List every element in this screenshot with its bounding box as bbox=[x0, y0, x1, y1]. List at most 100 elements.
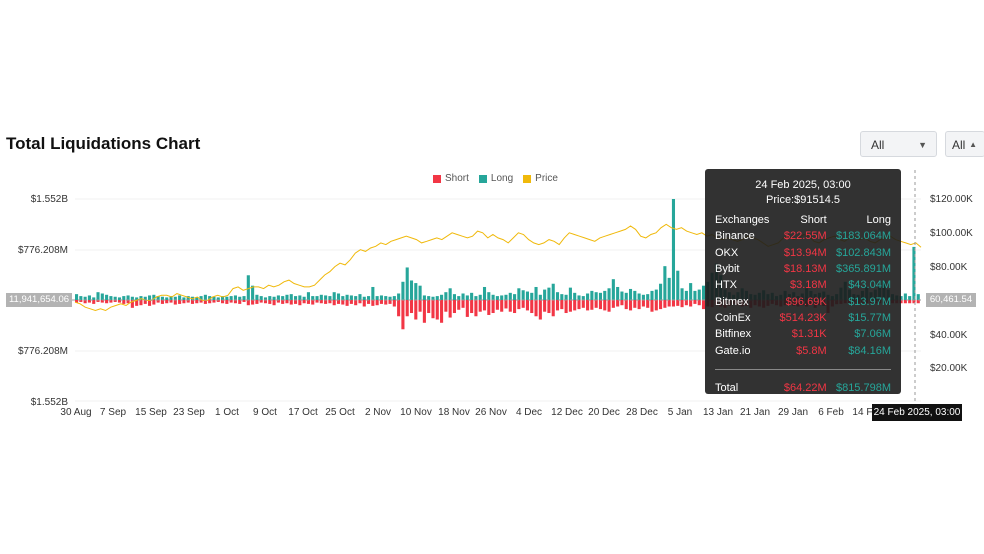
long-bar[interactable] bbox=[525, 291, 529, 300]
long-bar[interactable] bbox=[332, 292, 336, 300]
short-bar[interactable] bbox=[225, 300, 229, 304]
short-bar[interactable] bbox=[525, 300, 529, 311]
short-bar[interactable] bbox=[607, 300, 611, 312]
short-bar[interactable] bbox=[650, 300, 654, 312]
short-bar[interactable] bbox=[414, 300, 418, 320]
long-bar[interactable] bbox=[229, 296, 233, 300]
long-bar[interactable] bbox=[435, 296, 439, 300]
short-bar[interactable] bbox=[899, 300, 903, 304]
short-bar[interactable] bbox=[379, 300, 383, 304]
long-bar[interactable] bbox=[603, 290, 607, 300]
long-bar[interactable] bbox=[641, 294, 645, 300]
long-bar[interactable] bbox=[611, 279, 615, 300]
short-bar[interactable] bbox=[659, 300, 663, 310]
long-bar[interactable] bbox=[268, 296, 272, 300]
long-bar[interactable] bbox=[637, 293, 641, 300]
long-bar[interactable] bbox=[397, 293, 401, 300]
short-bar[interactable] bbox=[491, 300, 495, 314]
long-bar[interactable] bbox=[513, 294, 517, 300]
long-bar[interactable] bbox=[680, 288, 684, 300]
short-bar[interactable] bbox=[328, 300, 332, 304]
long-bar[interactable] bbox=[358, 294, 362, 300]
short-bar[interactable] bbox=[500, 300, 504, 312]
long-bar[interactable] bbox=[628, 288, 633, 300]
short-bar[interactable] bbox=[349, 300, 353, 304]
short-bar[interactable] bbox=[435, 300, 439, 320]
short-bar[interactable] bbox=[259, 300, 263, 303]
short-bar[interactable] bbox=[422, 300, 426, 323]
long-bar[interactable] bbox=[388, 296, 392, 300]
long-bar[interactable] bbox=[311, 296, 315, 300]
long-bar[interactable] bbox=[551, 283, 555, 300]
short-bar[interactable] bbox=[135, 300, 139, 306]
long-bar[interactable] bbox=[418, 285, 422, 300]
short-bar[interactable] bbox=[440, 300, 444, 323]
short-bar[interactable] bbox=[611, 300, 615, 308]
long-bar[interactable] bbox=[298, 295, 302, 300]
short-bar[interactable] bbox=[654, 300, 658, 311]
short-bar[interactable] bbox=[302, 300, 306, 304]
short-bar[interactable] bbox=[431, 300, 435, 319]
short-bar[interactable] bbox=[375, 300, 379, 306]
short-bar[interactable] bbox=[332, 300, 336, 306]
long-bar[interactable] bbox=[427, 296, 431, 300]
long-bar[interactable] bbox=[79, 296, 83, 300]
short-bar[interactable] bbox=[912, 300, 916, 304]
short-bar[interactable] bbox=[495, 300, 499, 310]
long-bar[interactable] bbox=[336, 293, 341, 300]
short-bar[interactable] bbox=[272, 300, 276, 306]
short-bar[interactable] bbox=[616, 300, 620, 307]
long-bar[interactable] bbox=[285, 294, 289, 300]
long-bar[interactable] bbox=[414, 283, 418, 300]
short-bar[interactable] bbox=[294, 300, 298, 304]
short-bar[interactable] bbox=[392, 300, 396, 307]
long-bar[interactable] bbox=[135, 297, 139, 300]
short-bar[interactable] bbox=[298, 300, 302, 306]
long-bar[interactable] bbox=[405, 267, 409, 300]
long-bar[interactable] bbox=[379, 295, 383, 300]
long-bar[interactable] bbox=[667, 277, 671, 300]
short-bar[interactable] bbox=[324, 300, 328, 304]
short-bar[interactable] bbox=[75, 300, 79, 303]
long-bar[interactable] bbox=[452, 294, 456, 300]
short-bar[interactable] bbox=[251, 300, 255, 305]
long-bar[interactable] bbox=[616, 286, 620, 300]
short-bar[interactable] bbox=[186, 300, 190, 303]
short-bar[interactable] bbox=[311, 300, 315, 305]
long-bar[interactable] bbox=[457, 296, 461, 300]
long-bar[interactable] bbox=[659, 283, 663, 300]
long-bar[interactable] bbox=[409, 280, 414, 300]
long-bar[interactable] bbox=[646, 294, 650, 300]
short-bar[interactable] bbox=[87, 300, 91, 303]
long-bar[interactable] bbox=[650, 290, 654, 300]
short-bar[interactable] bbox=[418, 300, 422, 312]
long-bar[interactable] bbox=[143, 296, 147, 300]
long-bar[interactable] bbox=[203, 294, 207, 300]
short-bar[interactable] bbox=[169, 300, 173, 303]
long-bar[interactable] bbox=[139, 296, 143, 300]
long-bar[interactable] bbox=[324, 295, 328, 300]
short-bar[interactable] bbox=[371, 300, 375, 306]
short-bar[interactable] bbox=[916, 300, 920, 304]
long-bar[interactable] bbox=[302, 296, 306, 300]
short-bar[interactable] bbox=[594, 300, 598, 308]
short-bar[interactable] bbox=[341, 300, 345, 305]
long-bar[interactable] bbox=[671, 199, 676, 300]
short-bar[interactable] bbox=[105, 300, 109, 304]
short-bar[interactable] bbox=[663, 300, 667, 308]
long-bar[interactable] bbox=[465, 295, 469, 300]
short-bar[interactable] bbox=[478, 300, 482, 312]
short-bar[interactable] bbox=[212, 300, 216, 303]
short-bar[interactable] bbox=[667, 300, 671, 307]
long-bar[interactable] bbox=[246, 275, 250, 300]
short-bar[interactable] bbox=[603, 300, 607, 311]
short-bar[interactable] bbox=[684, 300, 688, 306]
short-bar[interactable] bbox=[564, 300, 568, 314]
long-bar[interactable] bbox=[478, 294, 482, 300]
long-bar[interactable] bbox=[122, 296, 126, 300]
long-bar[interactable] bbox=[903, 293, 907, 300]
long-bar[interactable] bbox=[375, 296, 379, 300]
long-bar[interactable] bbox=[92, 297, 96, 300]
short-bar[interactable] bbox=[152, 300, 156, 305]
long-bar[interactable] bbox=[225, 296, 229, 300]
